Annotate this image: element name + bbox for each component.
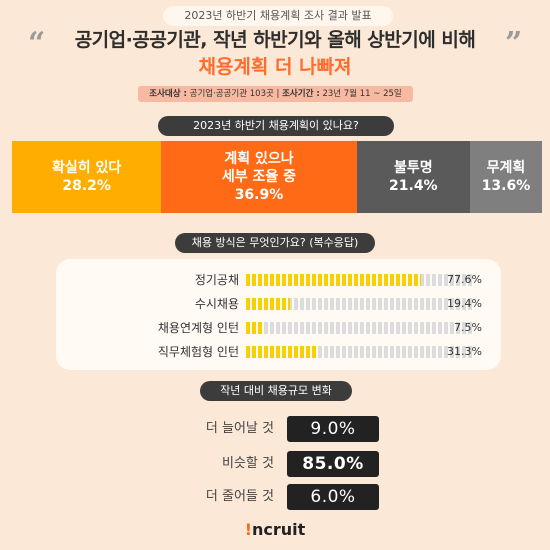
segment-label: 무계획 (486, 160, 526, 176)
survey-target-label: 조사대상 : (149, 89, 187, 99)
stack-segment: 불투명 21.4% (356, 141, 470, 213)
change-row: 더 줄어들 것 6.0% (0, 484, 550, 510)
question-scale-change: 작년 대비 채용규모 변화 (200, 381, 352, 401)
method-bar-track (246, 274, 472, 286)
method-value: 31.3% (447, 345, 482, 358)
incruit-logo: !ncruit (0, 520, 550, 539)
change-value: 9.0% (287, 416, 379, 442)
method-bar-track (246, 298, 472, 310)
method-bar-fill (246, 298, 290, 310)
method-label: 채용연계형 인턴 (157, 321, 239, 335)
change-label: 더 줄어들 것 (205, 489, 274, 504)
close-quote-mark: ” (505, 26, 523, 61)
change-row: 비슷할 것 85.0% (0, 451, 550, 477)
method-label: 정기공채 (194, 273, 239, 287)
method-bar-fill (246, 346, 317, 358)
method-bar-fill (246, 274, 422, 286)
method-bar-fill (246, 322, 263, 334)
question-hiring-method: 채용 방식은 무엇인가요? (복수응답) (175, 233, 375, 253)
method-bar-track (246, 346, 472, 358)
change-label: 비슷할 것 (222, 456, 274, 471)
survey-separator: | (276, 89, 280, 99)
segment-value: 28.2% (62, 178, 111, 194)
segment-label: 세부 조율 중 (221, 169, 297, 185)
survey-info: 조사대상 : 공기업·공공기관 103곳 | 조사기간 : 23년 7월 11 … (138, 86, 413, 102)
segment-label: 계획 있으나 (224, 151, 294, 167)
segment-value: 21.4% (389, 178, 438, 194)
change-value: 6.0% (287, 484, 379, 510)
survey-target-value: 공기업·공공기관 103곳 (189, 89, 274, 99)
open-quote-mark: “ (28, 26, 46, 61)
method-label: 직무체험형 인턴 (157, 345, 239, 359)
segment-value: 36.9% (234, 187, 284, 203)
headline: 공기업·공공기관, 작년 하반기와 올해 상반기에 비해 채용계획 더 나빠져 (0, 26, 550, 82)
change-value: 85.0% (287, 451, 379, 477)
segment-label: 불투명 (393, 160, 433, 176)
headline-line1: 공기업·공공기관, 작년 하반기와 올해 상반기에 비해 (74, 29, 476, 51)
method-value: 77.6% (447, 273, 482, 286)
headline-line2: 채용계획 더 나빠져 (198, 56, 352, 78)
change-row: 더 늘어날 것 9.0% (0, 416, 550, 442)
method-row: 채용연계형 인턴 7.5% (56, 317, 501, 339)
method-row: 직무체험형 인턴 31.3% (56, 341, 501, 363)
brand-name: ncruit (252, 520, 306, 539)
change-label: 더 늘어날 것 (205, 421, 274, 436)
method-value: 19.4% (447, 297, 482, 310)
announcement-tag: 2023년 하반기 채용계획 조사 결과 발표 (163, 6, 393, 26)
segment-label: 확실히 있다 (52, 160, 122, 176)
method-row: 수시채용 19.4% (56, 293, 501, 315)
method-bar-track (246, 322, 472, 334)
method-value: 7.5% (454, 321, 482, 334)
stack-segment: 확실히 있다 28.2% (12, 141, 162, 213)
method-row: 정기공채 77.6% (56, 269, 501, 291)
stack-segment: 무계획 13.6% (469, 141, 542, 213)
survey-period-value: 23년 7월 11 ~ 25일 (322, 89, 402, 99)
question-hiring-plan: 2023년 하반기 채용계획이 있나요? (158, 116, 394, 136)
survey-period-label: 조사기간 : (282, 89, 320, 99)
hiring-method-chart: 정기공채 77.6% 수시채용 19.4% 채용연계형 인턴 7.5% 직무체험형 인턴 31… (56, 259, 501, 370)
brand-i-icon: ! (244, 520, 252, 539)
method-label: 수시채용 (194, 297, 239, 311)
segment-value: 13.6% (481, 178, 531, 194)
